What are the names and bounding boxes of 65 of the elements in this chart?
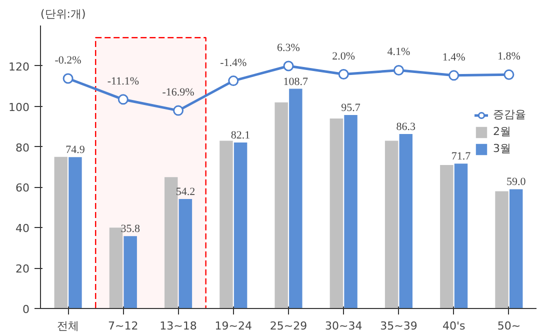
data-label: 95.7: [341, 102, 361, 114]
point: [393, 64, 404, 76]
x-tick-label: 35~39: [380, 320, 418, 332]
data-label: -0.2%: [54, 54, 82, 66]
data-label: 71.7: [451, 150, 472, 163]
point: [173, 105, 184, 116]
data-label: 54.2: [176, 186, 196, 198]
bar: [440, 164, 454, 308]
x-tick-label: 19~24: [214, 320, 252, 332]
point: [118, 94, 128, 105]
data-label: 4.1%: [387, 46, 410, 58]
x-tick-label: 50~: [497, 320, 521, 332]
bar: [164, 177, 178, 308]
data-label: 35.8: [120, 223, 140, 236]
bar: [495, 191, 508, 308]
data-label: 1.4%: [442, 51, 466, 64]
point: [283, 60, 294, 72]
y-tick-label: 80: [16, 141, 30, 154]
x-tick-label: 13~18: [160, 320, 197, 332]
data-label: 108.7: [283, 76, 309, 88]
point: [338, 69, 349, 80]
data-label: 1.8%: [497, 50, 520, 63]
bar: [399, 134, 412, 308]
legend-label: 2월: [493, 124, 512, 139]
bar: [274, 102, 288, 308]
bar: [68, 157, 82, 308]
point: [228, 76, 239, 86]
y-tick-label: 120: [8, 60, 30, 74]
bar: [289, 88, 302, 308]
chart-title: (단위:개): [40, 8, 86, 20]
x-tick-label: 7~12: [108, 320, 138, 332]
data-label: 6.3%: [277, 42, 300, 54]
data-label: -11.1%: [107, 75, 140, 88]
bar: [509, 189, 523, 308]
bar: [109, 228, 123, 308]
point: [504, 69, 514, 80]
bar: [124, 236, 137, 308]
bar: [384, 140, 398, 308]
legend-label: 증감율: [493, 107, 526, 122]
point: [448, 70, 460, 81]
bar: [220, 140, 233, 308]
data-label: -1.4%: [220, 56, 247, 69]
bar: [178, 198, 192, 308]
data-label: 2.0%: [332, 50, 356, 62]
data-label: 86.3: [396, 121, 416, 134]
data-label: -16.9%: [162, 86, 194, 99]
y-tick-label: 0: [22, 303, 30, 316]
y-tick-label: 20: [16, 262, 30, 276]
point: [62, 73, 74, 84]
data-label: 74.9: [66, 144, 86, 156]
data-label: 59.0: [506, 176, 526, 188]
bar: [344, 115, 358, 308]
x-tick-label: 전체: [57, 320, 80, 332]
legend-label: 3월: [493, 141, 512, 156]
data-label: 82.1: [230, 130, 250, 142]
bar: [454, 164, 468, 308]
x-tick-label: 40's: [442, 320, 466, 332]
x-tick-label: 25~29: [270, 320, 308, 332]
y-tick-label: 100: [8, 100, 30, 114]
y-tick-label: 60: [16, 182, 30, 195]
bar: [234, 142, 248, 308]
bar: [54, 156, 68, 308]
bar: [330, 118, 344, 308]
y-tick-label: 40: [16, 222, 30, 236]
x-tick-label: 30~34: [325, 320, 362, 332]
